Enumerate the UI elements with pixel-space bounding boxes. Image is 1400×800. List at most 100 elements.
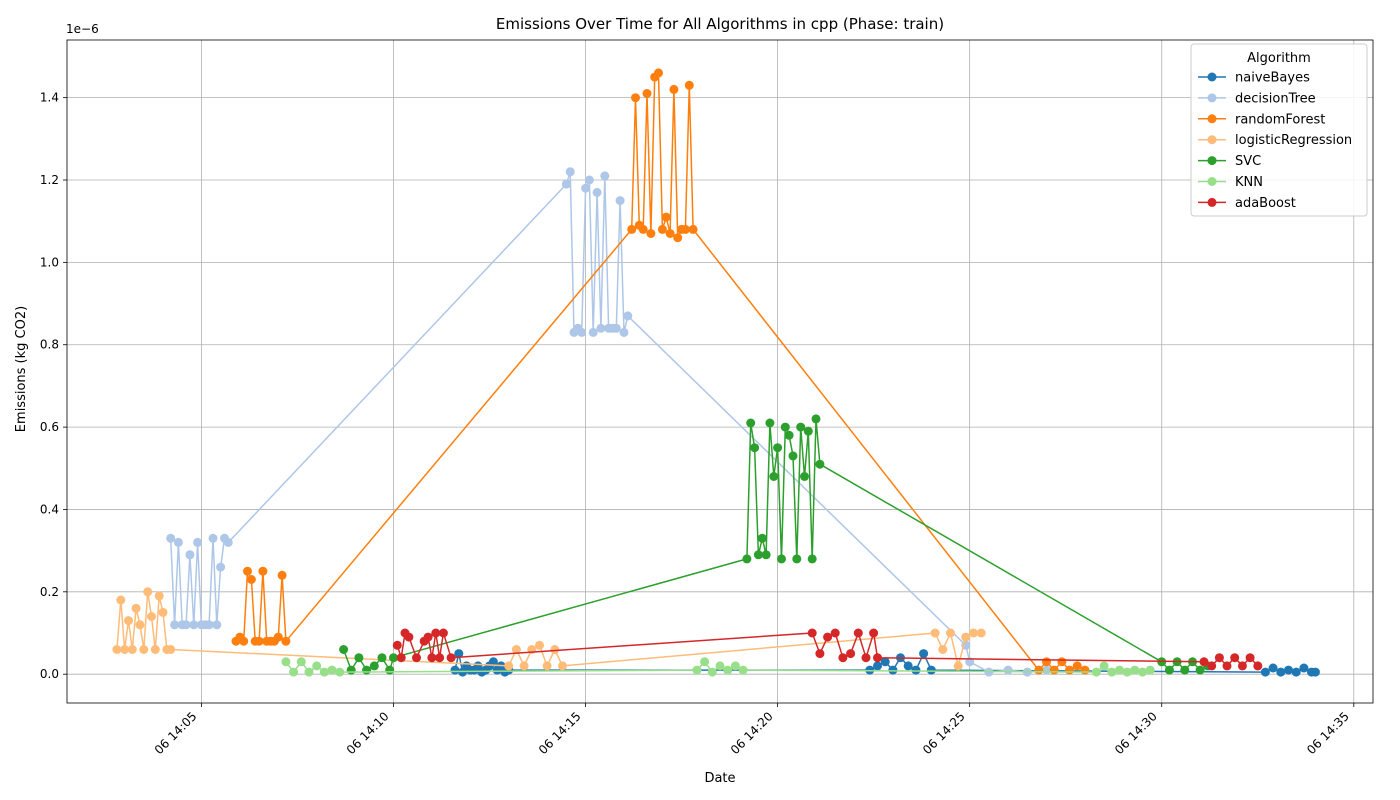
data-point-logistic-regression [120,645,130,654]
data-point-random-forest [1034,665,1044,675]
data-point-ada-boost [830,628,840,638]
data-point-decision-tree [166,533,176,543]
data-point-logistic-regression [154,591,164,601]
data-point-naive-bayes [454,649,464,659]
legend-item-decision-tree: decisionTree [1198,91,1316,106]
data-point-knn [296,657,306,667]
y-tick-label: 0.2 [40,585,59,599]
data-point-knn [289,667,299,677]
data-point-svc [750,443,760,453]
data-point-logistic-regression [938,645,948,654]
legend-item-random-forest: randomForest [1198,112,1325,127]
data-point-ada-boost [446,653,456,663]
data-point-knn [1122,667,1132,677]
legend-title: Algorithm [1247,51,1311,66]
legend-label-random-forest: randomForest [1235,112,1325,127]
data-point-decision-tree [173,537,183,547]
data-point-svc [796,422,806,432]
data-point-ada-boost [1253,661,1263,671]
data-point-logistic-regression [143,587,153,597]
data-point-logistic-regression [135,620,145,630]
data-point-logistic-regression [542,661,552,671]
data-point-decision-tree [185,550,195,560]
data-point-svc [780,422,790,432]
data-point-random-forest [254,636,264,646]
data-point-ada-boost [838,653,848,663]
data-point-naive-bayes [1268,663,1278,673]
data-point-knn [723,665,733,675]
data-point-random-forest [281,636,291,646]
data-point-svc [385,665,395,675]
data-point-decision-tree [577,327,587,337]
data-point-decision-tree [216,562,226,572]
data-point-decision-tree [600,171,610,181]
data-point-naive-bayes [450,665,460,675]
data-point-decision-tree [565,167,575,177]
data-point-ada-boost [1245,653,1255,663]
data-point-naive-bayes [1284,665,1293,675]
data-point-knn [1099,661,1109,671]
data-point-logistic-regression [158,607,168,617]
data-point-knn [1091,667,1101,677]
data-point-random-forest [1049,665,1059,675]
x-tick-label: 06 14:30 [1112,709,1160,757]
legend-marker-ada-boost [1207,197,1217,207]
data-point-random-forest [631,93,640,103]
data-point-logistic-regression [961,632,971,642]
data-point-random-forest [1065,665,1074,675]
series-logistic-regression [112,587,986,671]
data-point-naive-bayes [926,665,936,675]
data-point-logistic-regression [127,645,137,654]
data-point-svc [346,665,356,675]
y-multiplier-label: 1e−6 [66,22,99,36]
data-point-svc [800,472,809,481]
data-point-svc [746,418,756,428]
data-point-decision-tree [615,196,625,206]
data-point-knn [1138,667,1147,677]
data-point-naive-bayes [880,657,890,667]
data-point-decision-tree [584,175,594,185]
data-point-logistic-regression [511,645,521,654]
data-point-svc [1164,665,1174,675]
chart-title: Emissions Over Time for All Algorithms i… [496,15,944,33]
data-point-random-forest [1057,657,1067,667]
data-point-logistic-regression [147,612,156,621]
data-point-random-forest [638,224,648,234]
data-point-knn [707,667,717,677]
data-point-logistic-regression [166,645,176,654]
data-point-svc [757,533,767,543]
x-tick-label: 06 14:35 [1304,709,1352,757]
data-point-svc [811,414,821,424]
legend-label-decision-tree: decisionTree [1235,91,1316,106]
data-point-svc [807,554,817,564]
data-point-naive-bayes [919,649,929,659]
data-point-knn [715,661,725,671]
legend-label-logistic-regression: logisticRegression [1235,133,1352,148]
data-point-knn [304,667,314,677]
data-point-ada-boost [823,632,833,642]
y-tick-label: 0.8 [40,338,59,352]
series-line-svc [342,418,1209,671]
data-point-ada-boost [431,628,441,638]
data-point-logistic-regression [519,661,529,671]
data-point-decision-tree [189,620,199,630]
legend-label-svc: SVC [1235,154,1261,169]
data-point-decision-tree [611,323,621,333]
data-point-ada-boost [1230,653,1240,663]
legend-item-svc: SVC [1198,154,1261,169]
data-point-random-forest [673,233,683,243]
data-point-svc [753,550,763,560]
x-axis-label: Date [704,771,735,786]
data-point-logistic-regression [930,628,940,638]
data-point-ada-boost [392,640,402,650]
data-point-decision-tree [208,533,218,543]
data-point-logistic-regression [124,616,133,626]
data-point-logistic-regression [112,645,122,654]
data-point-naive-bayes [888,665,898,675]
legend-marker-random-forest [1207,114,1217,124]
data-point-decision-tree [581,183,591,193]
data-point-random-forest [246,575,256,584]
tick-layer: 06 14:05 06 14:10 06 14:15 06 14:20 06 14:25… [40,91,1355,757]
data-point-knn [335,667,345,677]
